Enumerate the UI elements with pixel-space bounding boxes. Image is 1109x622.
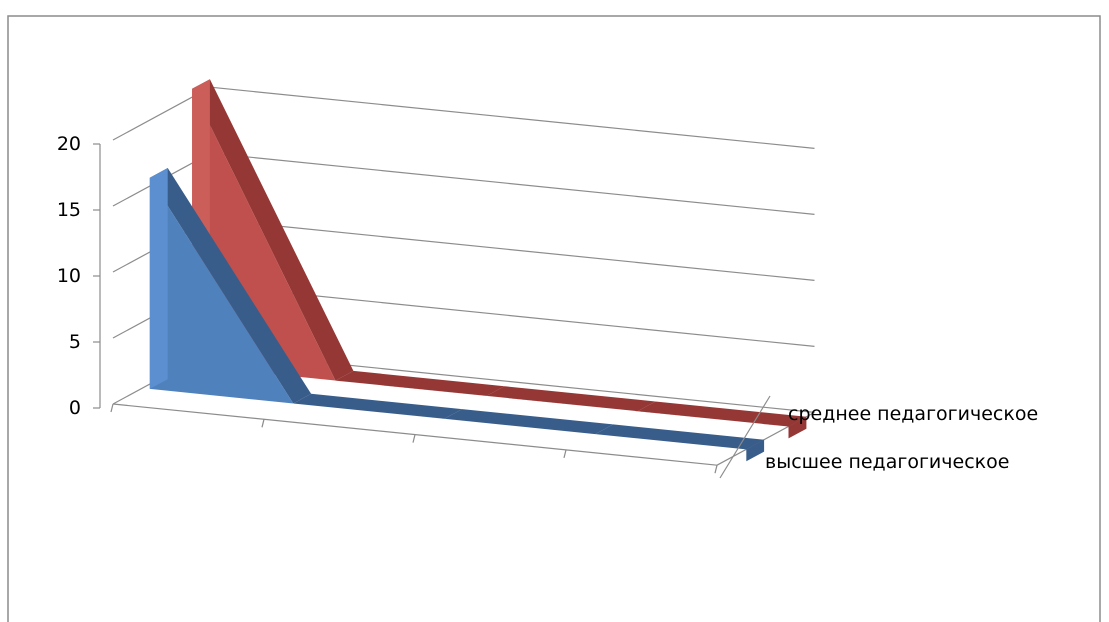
area-right-cap [788, 416, 807, 439]
x-tick-mark [563, 449, 567, 459]
x-axis [110, 403, 718, 474]
y-tick-label: 20 [57, 133, 81, 155]
gridline-10 [210, 218, 815, 281]
chart-border [7, 15, 1101, 622]
series-layer [149, 79, 807, 462]
depth-axis-line [719, 395, 771, 479]
area-top-surface [595, 424, 765, 450]
y-tick-label: 15 [57, 199, 81, 221]
area-right-cap [746, 439, 765, 462]
y-tick-label: 10 [57, 265, 81, 287]
area-end-cap [149, 168, 168, 389]
x-tick-mark [412, 434, 416, 443]
area-top-surface [335, 370, 505, 396]
area-top-surface [637, 401, 807, 427]
area-top-surface [149, 168, 312, 404]
area-top-surface [192, 79, 354, 381]
series-label: среднее педагогическое [788, 403, 1038, 425]
legend: высшее педагогическое среднее педагогичес… [719, 395, 1038, 479]
series-vysshee [149, 168, 765, 462]
y-tick-label: 5 [69, 331, 81, 353]
x-tick-mark [110, 403, 114, 413]
area-top-surface [293, 393, 463, 419]
area-top-surface [486, 386, 656, 412]
area-top-surface [444, 409, 614, 435]
y-tick-label: 0 [69, 397, 81, 419]
y-axis: 0 5 10 15 20 [57, 133, 101, 419]
gridline-15 [210, 152, 815, 215]
x-tick-mark [714, 465, 718, 474]
x-tick-mark [261, 419, 265, 428]
series-label: высшее педагогическое [765, 451, 1009, 473]
gridline-20 [210, 86, 815, 149]
